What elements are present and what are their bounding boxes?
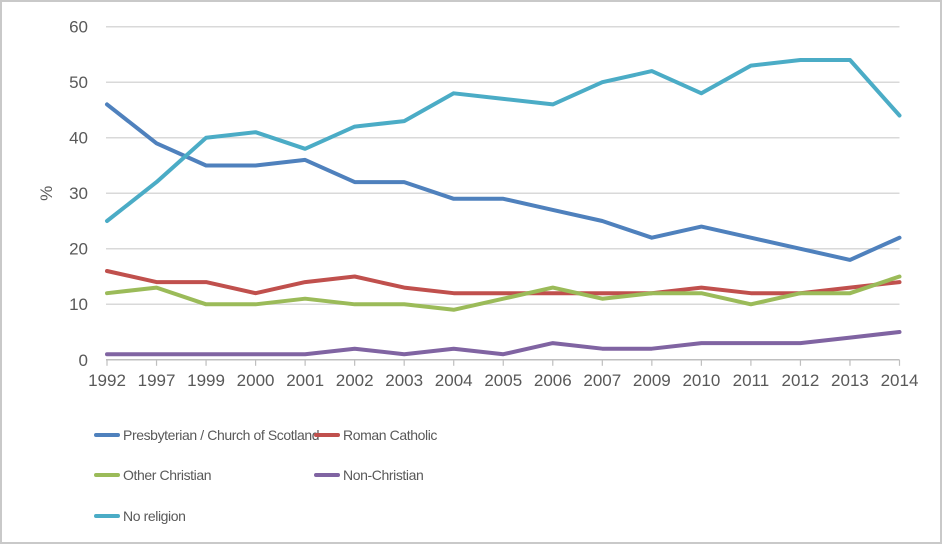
x-axis-label-2011: 2011 (733, 371, 770, 390)
y-axis-label-40: 40 (69, 129, 88, 148)
legend-item-roman-catholic: Roman Catholic (314, 425, 437, 445)
x-axis-label-2012: 2012 (782, 371, 820, 390)
x-axis-label-2004: 2004 (435, 371, 473, 390)
series-line-non-christian (105, 330, 902, 357)
legend-item-presbyterian-church-of-scotland: Presbyterian / Church of Scotland (94, 425, 320, 445)
x-axis-label-1999: 1999 (187, 371, 225, 390)
y-axis-label-0: 0 (79, 351, 88, 370)
x-axis-label-2007: 2007 (583, 371, 621, 390)
legend-item-other-christian: Other Christian (94, 465, 212, 485)
y-axis-label-30: 30 (69, 184, 88, 203)
legend-item-non-christian: Non-Christian (314, 465, 424, 485)
x-axis-label-1992: 1992 (88, 371, 126, 390)
x-axis-label-2002: 2002 (336, 371, 374, 390)
series-line-other-christian (105, 274, 902, 312)
series-line-no-religion (105, 58, 902, 223)
legend-swatch-no-religion (94, 514, 120, 518)
legend-item-no-religion: No religion (94, 506, 186, 526)
x-axis-label-2013: 2013 (831, 371, 869, 390)
x-axis-label-2010: 2010 (682, 371, 720, 390)
x-axis-label-2009: 2009 (633, 371, 671, 390)
legend-label: Presbyterian / Church of Scotland (123, 427, 320, 443)
legend-swatch-presbyterian-church-of-scotland (94, 433, 120, 437)
legend-swatch-non-christian (314, 473, 340, 477)
legend-label: Other Christian (123, 467, 212, 483)
y-axis-label-20: 20 (69, 240, 88, 259)
x-axis-label-1997: 1997 (138, 371, 176, 390)
legend-label: No religion (123, 508, 186, 524)
y-axis-label-50: 50 (69, 73, 88, 92)
x-axis-label-2001: 2001 (286, 371, 324, 390)
legend-label: Non-Christian (343, 467, 424, 483)
x-axis-label-2014: 2014 (881, 371, 919, 390)
y-axis-label-60: 60 (69, 18, 88, 37)
y-axis-label-10: 10 (69, 295, 88, 314)
x-axis-label-2005: 2005 (484, 371, 522, 390)
legend-label: Roman Catholic (343, 427, 437, 443)
legend-swatch-other-christian (94, 473, 120, 477)
x-axis-label-2006: 2006 (534, 371, 572, 390)
series-line-roman-catholic (105, 269, 902, 296)
y-axis-title: % (37, 186, 56, 201)
x-axis-label-2003: 2003 (385, 371, 423, 390)
legend-swatch-roman-catholic (314, 433, 340, 437)
series-line-presbyterian-church-of-scotland (105, 102, 902, 262)
x-axis-label-2000: 2000 (237, 371, 275, 390)
